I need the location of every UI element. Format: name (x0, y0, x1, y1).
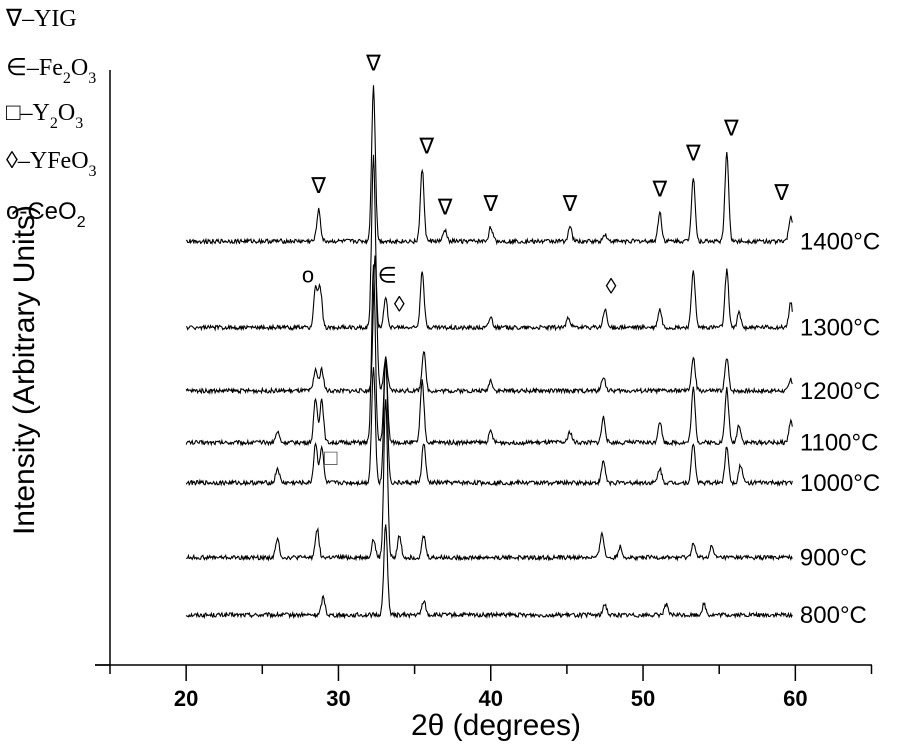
series-trace-1300 (185, 154, 793, 332)
temperature-labels: 800°C 900°C 1000°C 1100°C 1200°C 1300°C 1400°C (800, 228, 880, 629)
peak-marker: ∇ (365, 50, 381, 75)
peak-marker: ∇ (310, 173, 326, 198)
series-trace-1400 (185, 85, 793, 246)
series-label-800: 800°C (800, 602, 867, 629)
legend-entry-y2o3: □–Y2O3 (6, 100, 83, 132)
series-label-900: 900°C (800, 545, 867, 572)
peak-marker: ∇ (418, 133, 434, 158)
peak-marker: ∇ (482, 191, 498, 216)
peak-marker: ∇ (437, 194, 453, 219)
x-tick-label: 40 (479, 686, 503, 711)
legend-entry-yfeo3: ◊–YFeO3 (6, 148, 97, 180)
x-axis-ticks: 20 30 40 50 60 (109, 665, 873, 711)
peak-marker: o (302, 263, 314, 288)
series-trace-900 (186, 399, 793, 562)
peak-marker: ◊ (394, 292, 405, 317)
series-trace-1100 (185, 264, 793, 447)
x-tick-label: 30 (326, 686, 350, 711)
series-trace-1000 (185, 357, 793, 487)
peak-marker: ∇ (773, 180, 789, 205)
peak-marker: ∇ (723, 115, 739, 140)
x-tick-label: 20 (174, 686, 198, 711)
y-axis-title: Intensity (Arbitrary Units) (8, 205, 41, 535)
peak-marker: ∇ (562, 191, 578, 216)
series-label-1400: 1400°C (800, 228, 880, 255)
x-axis-title: 2θ (degrees) (411, 709, 581, 742)
series-label-1000: 1000°C (800, 470, 880, 497)
legend: ∇–YIG ∈–Fe2O3 □–Y2O3 ◊–YFeO3 o-CeO2 (5, 6, 97, 231)
series-trace-1200 (185, 255, 793, 396)
peak-marker: ∇ (685, 140, 701, 165)
series-label-1200: 1200°C (800, 378, 880, 405)
legend-entry-fe2o3: ∈–Fe2O3 (6, 55, 96, 87)
peak-marker: ∇ (651, 176, 667, 201)
x-tick-label: 50 (631, 686, 655, 711)
series-trace-800 (185, 524, 793, 620)
peak-marker: ∈ (378, 263, 397, 288)
series-label-1300: 1300°C (800, 315, 880, 342)
peak-marker: □ (324, 445, 337, 470)
series-layer (185, 85, 793, 620)
legend-entry-ceo2: o-CeO2 (6, 198, 86, 231)
legend-entry-yig: ∇–YIG (5, 6, 77, 32)
peak-markers: ∇ ∇ ∇ ∇ ∇ ∇ ∇ ∇ ∇ ∇ o ∈ ◊ ◊ □ (302, 50, 789, 469)
peak-marker: ◊ (606, 274, 617, 299)
x-tick-label: 60 (783, 686, 807, 711)
series-label-1100: 1100°C (800, 430, 879, 457)
